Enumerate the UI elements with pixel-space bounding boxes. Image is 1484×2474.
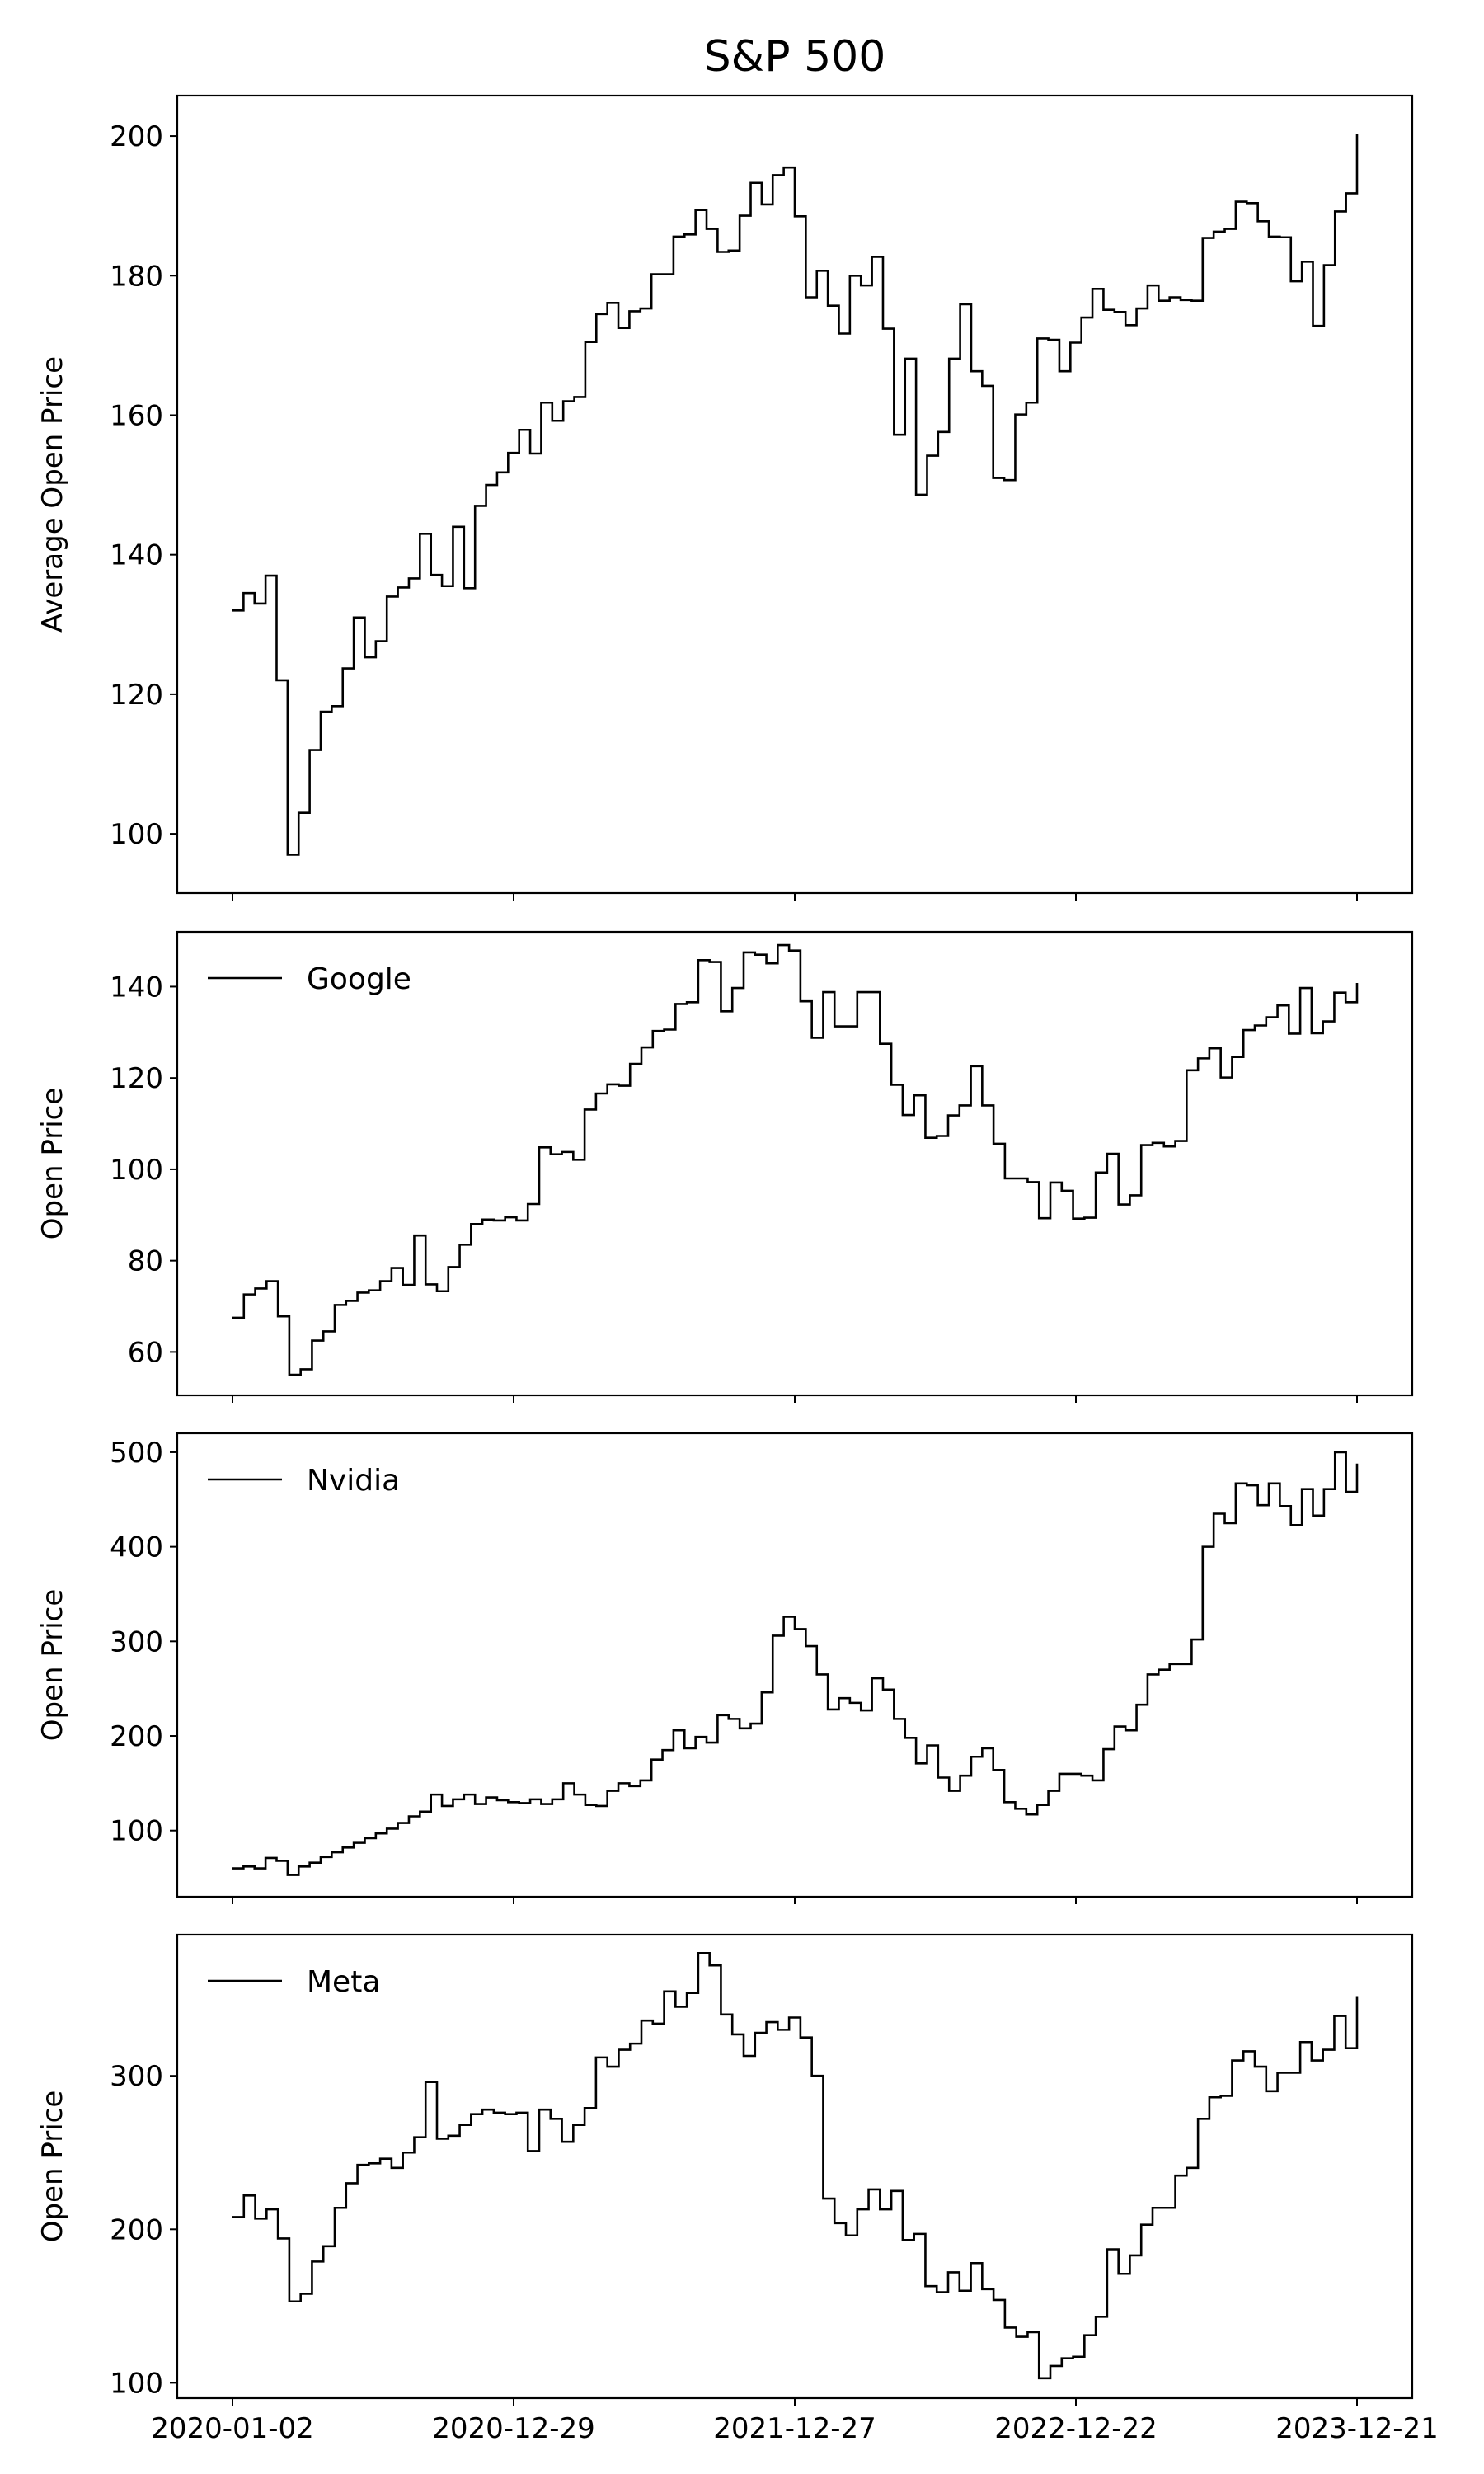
y-tick-label: 60: [128, 1336, 163, 1369]
y-axis-label: Average Open Price: [36, 356, 69, 633]
y-tick-label: 160: [110, 399, 163, 432]
x-tick-label: 2021-12-27: [713, 2412, 876, 2445]
x-tick-label: 2020-01-02: [151, 2412, 314, 2445]
legend-label: Nvidia: [307, 1464, 400, 1498]
y-tick-label: 180: [110, 260, 163, 293]
legend-label: Meta: [307, 1965, 380, 1999]
y-axis-label: Open Price: [36, 2091, 69, 2243]
y-tick-label: 200: [110, 1720, 163, 1753]
y-tick-label: 100: [110, 1815, 163, 1848]
series-line-nvidia: [232, 1451, 1359, 1876]
legend-label: Google: [307, 962, 411, 996]
x-tick-label: 2020-12-29: [432, 2412, 595, 2445]
chart-panel-4: 100 200 300 Open Price Meta 2020-01-02 2020-12…: [36, 1933, 1439, 2445]
y-tick-label: 140: [110, 539, 163, 572]
series-line-google: [232, 943, 1359, 1376]
y-tick-label: 400: [110, 1531, 163, 1564]
x-tick-label: 2023-12-21: [1275, 2412, 1439, 2445]
y-tick-label: 120: [110, 679, 163, 712]
y-tick-label: 500: [110, 1437, 163, 1470]
plot-frame: [176, 1933, 1414, 2400]
y-axis-label: Open Price: [36, 1088, 69, 1240]
plot-frame: [176, 1432, 1414, 1898]
chart-panel-1: S&P 500 100 120 140 160 180 200 Average Open Pr…: [36, 32, 1414, 901]
chart-panel-3: 100 200 300 400 500 Open Price Nvidia: [36, 1432, 1414, 1904]
y-tick-label: 100: [110, 818, 163, 851]
y-tick-label: 140: [110, 971, 163, 1004]
plot-frame: [176, 930, 1414, 1397]
y-tick-label: 120: [110, 1062, 163, 1095]
chart-panel-2: 60 80 100 120 140 Open Price Google: [36, 930, 1414, 1403]
chart-title: S&P 500: [704, 32, 886, 82]
y-tick-label: 200: [110, 120, 163, 153]
y-tick-label: 200: [110, 2213, 163, 2246]
y-axis-label: Open Price: [36, 1589, 69, 1742]
y-tick-label: 80: [128, 1245, 163, 1278]
series-line-average: [232, 134, 1359, 856]
y-tick-label: 300: [110, 1625, 163, 1658]
y-tick-label: 300: [110, 2060, 163, 2093]
x-tick-label: 2022-12-22: [994, 2412, 1158, 2445]
y-tick-label: 100: [110, 2367, 163, 2400]
y-tick-label: 100: [110, 1154, 163, 1187]
series-line-meta: [232, 1952, 1359, 2380]
